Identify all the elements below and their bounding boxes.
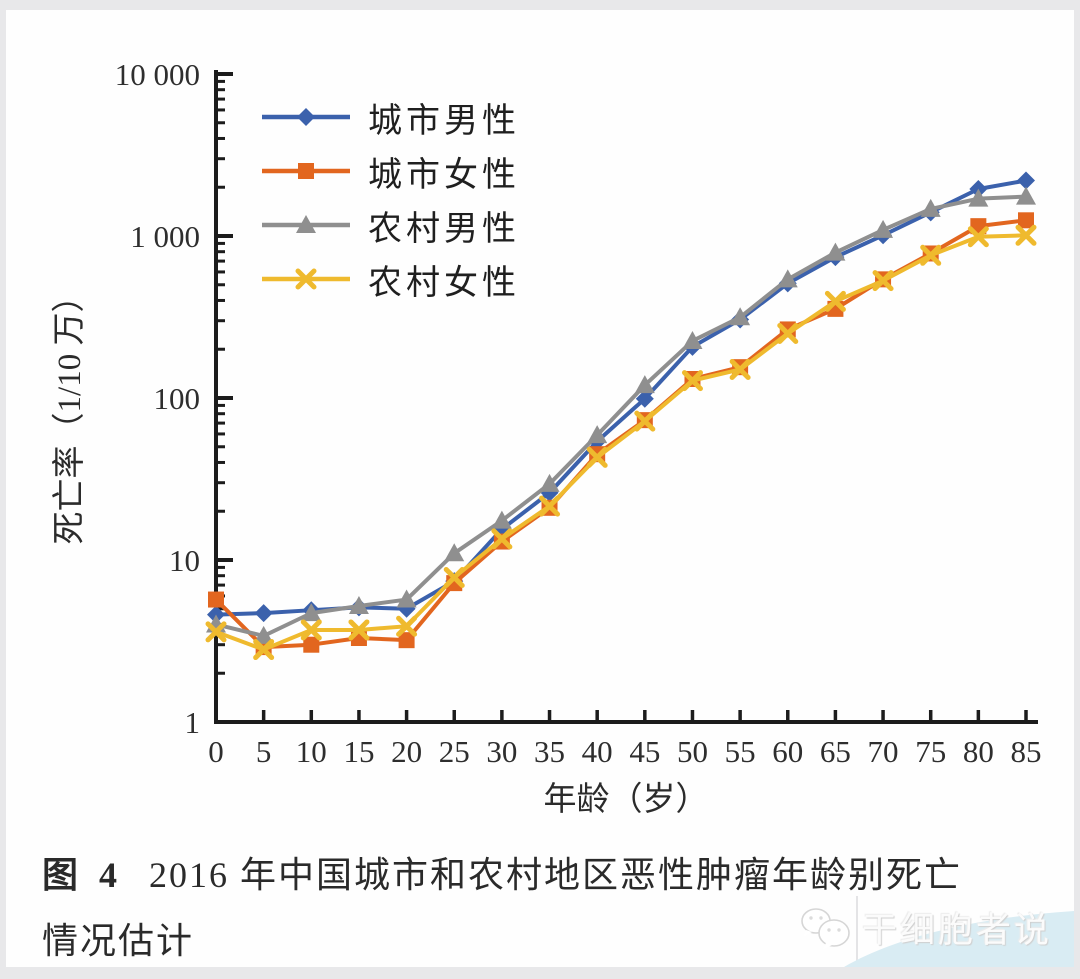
figure-number: 图 4	[42, 855, 124, 895]
svg-text:40: 40	[582, 734, 613, 769]
svg-text:45: 45	[629, 734, 660, 769]
svg-text:70: 70	[868, 734, 899, 769]
legend-label: 城市男性	[368, 102, 520, 140]
rural-male-marker-icon	[262, 215, 350, 233]
legend-item-urban-female: 城市女性	[260, 144, 520, 198]
svg-text:80: 80	[963, 734, 994, 769]
caption-text: 2016 年中国城市和农村地区恶性肿瘤年龄别死亡	[149, 855, 963, 895]
urban-male-marker-icon	[262, 108, 350, 126]
svg-text:15: 15	[343, 734, 374, 769]
y-axis-title: 死亡率（1/10 万）	[52, 279, 88, 545]
legend-item-rural-female: 农村女性	[260, 252, 520, 306]
svg-text:50: 50	[677, 734, 708, 769]
legend-label: 农村男性	[368, 210, 520, 248]
corner-wave-decoration	[844, 911, 1074, 967]
svg-text:25: 25	[439, 734, 470, 769]
svg-text:10: 10	[296, 734, 327, 769]
svg-text:85: 85	[1011, 734, 1042, 769]
rural-female-marker-icon	[262, 268, 350, 290]
mortality-age-chart: 1 10 100 1 000 10 000 0 5 10 15 20 25 30 35 40 45 50 55 6…	[6, 10, 1074, 840]
watermark-divider	[856, 896, 858, 967]
svg-text:65: 65	[820, 734, 851, 769]
x-axis-title: 年龄（岁）	[543, 782, 709, 818]
svg-text:75: 75	[915, 734, 946, 769]
urban-female-marker-icon	[262, 163, 350, 179]
legend-item-urban-male: 城市男性	[260, 90, 520, 144]
figure-caption: 图 4 2016 年中国城市和农村地区恶性肿瘤年龄别死亡 情况估计	[42, 842, 1042, 967]
svg-text:1 000: 1 000	[130, 219, 200, 254]
legend-label: 农村女性	[368, 264, 520, 302]
svg-text:5: 5	[256, 734, 272, 769]
svg-text:0: 0	[208, 734, 224, 769]
chat-bubbles-icon	[801, 907, 850, 950]
svg-text:30: 30	[486, 734, 517, 769]
svg-text:10: 10	[169, 543, 200, 578]
svg-text:10 000: 10 000	[115, 57, 200, 92]
caption-line-2: 情况估计	[42, 921, 195, 961]
legend-item-rural-male: 农村男性	[260, 198, 520, 252]
chart-legend: 城市男性 城市女性 农村男性 农村女性	[260, 90, 520, 306]
figure-card: 1 10 100 1 000 10 000 0 5 10 15 20 25 30 35 40 45 50 55 6…	[6, 10, 1074, 967]
legend-label: 城市女性	[368, 156, 520, 194]
chart-plot: 1 10 100 1 000 10 000 0 5 10 15 20 25 30 35 40 45 50 55 6…	[115, 57, 1042, 769]
svg-text:20: 20	[391, 734, 422, 769]
caption-line-1: 图 4 2016 年中国城市和农村地区恶性肿瘤年龄别死亡	[42, 842, 1042, 908]
svg-text:55: 55	[725, 734, 756, 769]
svg-text:60: 60	[772, 734, 803, 769]
watermark-text: 干细胞者说	[861, 911, 1052, 950]
watermark: 干细胞者说	[796, 902, 1052, 953]
svg-text:1: 1	[185, 705, 201, 740]
svg-text:100: 100	[154, 381, 201, 416]
svg-text:35: 35	[534, 734, 565, 769]
